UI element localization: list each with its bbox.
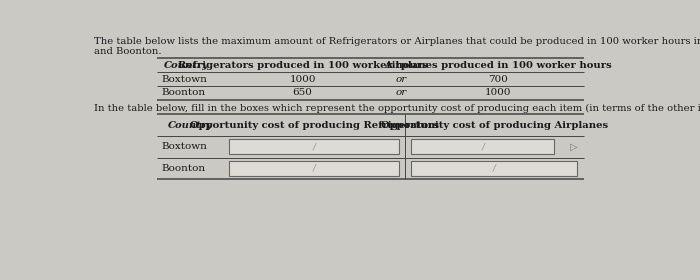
Text: /: / xyxy=(482,142,484,151)
Text: Opportunity cost of producing Airplanes: Opportunity cost of producing Airplanes xyxy=(381,121,608,130)
Text: Boxtown: Boxtown xyxy=(161,74,207,83)
Text: Boonton: Boonton xyxy=(161,164,205,173)
Text: /: / xyxy=(493,164,496,173)
Text: Opportunity cost of producing Refrigerators: Opportunity cost of producing Refrigerat… xyxy=(190,121,439,130)
Text: /: / xyxy=(313,164,316,173)
Text: or: or xyxy=(395,74,407,83)
Text: /: / xyxy=(313,142,316,151)
Text: The table below lists the maximum amount of Refrigerators or Airplanes that coul: The table below lists the maximum amount… xyxy=(94,38,700,46)
Text: Refrigerators produced in 100 worker hours: Refrigerators produced in 100 worker hou… xyxy=(178,61,428,70)
Text: Country: Country xyxy=(164,61,209,70)
Bar xyxy=(412,161,578,176)
Text: 1000: 1000 xyxy=(289,74,316,83)
Text: and Boonton.: and Boonton. xyxy=(94,47,161,56)
Text: Boonton: Boonton xyxy=(161,88,205,97)
Text: Airplanes produced in 100 worker hours: Airplanes produced in 100 worker hours xyxy=(384,61,612,70)
Text: or: or xyxy=(395,88,407,97)
Text: 650: 650 xyxy=(293,88,312,97)
Text: Boxtown: Boxtown xyxy=(161,142,207,151)
Bar xyxy=(230,161,399,176)
Bar xyxy=(412,139,554,155)
Bar xyxy=(230,139,399,155)
Text: 1000: 1000 xyxy=(485,88,512,97)
Text: 700: 700 xyxy=(489,74,508,83)
Text: In the table below, fill in the boxes which represent the opportunity cost of pr: In the table below, fill in the boxes wh… xyxy=(94,104,700,113)
Text: Country: Country xyxy=(168,121,213,130)
Text: ▷: ▷ xyxy=(570,142,578,152)
